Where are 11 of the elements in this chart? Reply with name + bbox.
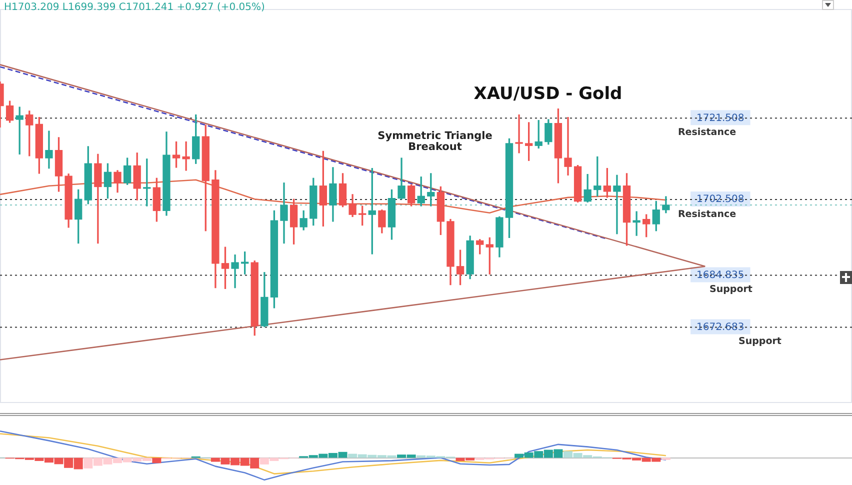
annotation: H1703.209 L1699.399 C1701.241 +0.927 (+0.05%) <box>4 2 265 13</box>
y-tick-label: 1672.683 <box>696 322 744 333</box>
ref-line-label: Resistance <box>678 127 736 138</box>
annotation: Symmetric Triangle Breakout <box>376 130 494 153</box>
ref-line-label: Support <box>710 284 752 296</box>
ref-line-label: Resistance <box>678 208 736 220</box>
ref-line-label: Support <box>738 336 782 348</box>
y-tick-label: 1721.508 <box>696 112 744 124</box>
y-tick-label: 1684.835 <box>696 270 744 281</box>
y-tick-label: 1702.508 <box>696 194 744 206</box>
text: XAU/USD - Gold <box>474 84 622 104</box>
